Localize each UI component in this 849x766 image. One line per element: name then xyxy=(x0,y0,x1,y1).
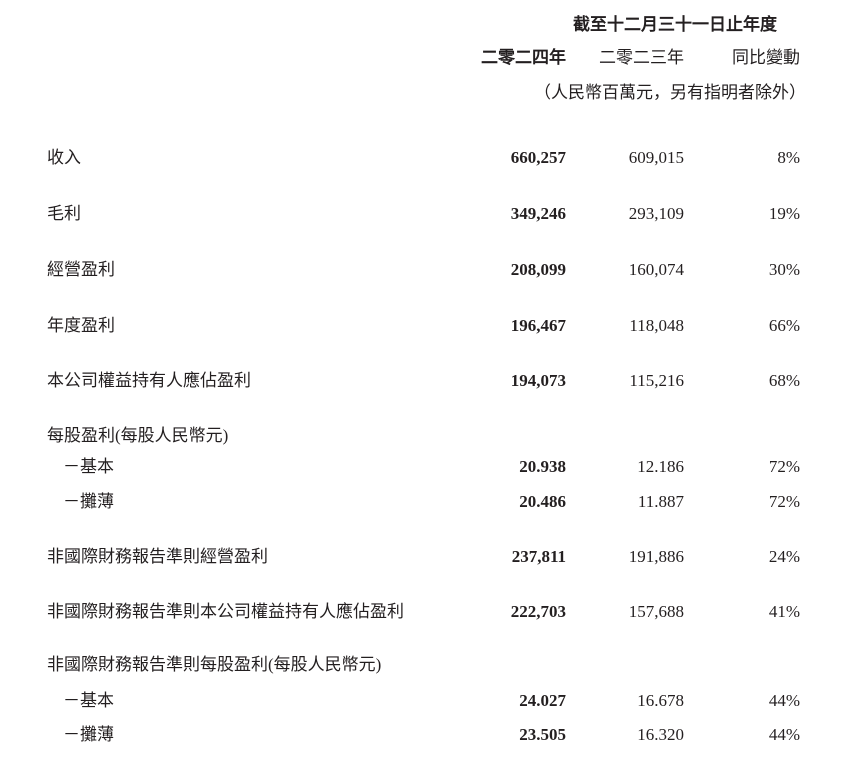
column-header-change: 同比變動 xyxy=(732,48,800,67)
unit-note: （人民幣百萬元，另有指明者除外） xyxy=(534,83,806,102)
row-label: －基本 xyxy=(63,691,114,710)
value-2023: 115,216 xyxy=(629,371,684,390)
column-header-2023: 二零二三年 xyxy=(599,48,684,67)
value-2024: 196,467 xyxy=(510,316,566,335)
value-2024: 20.938 xyxy=(519,457,566,476)
row-label: 非國際財務報告準則每股盈利(每股人民幣元) xyxy=(47,655,382,674)
row-label: 毛利 xyxy=(47,204,81,223)
yoy-change: 44% xyxy=(768,725,800,744)
row-label: －攤薄 xyxy=(63,492,114,511)
period-header: 截至十二月三十一日止年度 xyxy=(573,15,777,34)
value-2023: 118,048 xyxy=(629,316,684,335)
value-2023: 609,015 xyxy=(628,148,684,167)
value-2023: 16.320 xyxy=(637,725,684,744)
yoy-change: 8% xyxy=(777,148,800,167)
yoy-change: 72% xyxy=(768,457,800,476)
value-2023: 157,688 xyxy=(628,602,684,621)
row-label: －基本 xyxy=(63,457,114,476)
row-label: 非國際財務報告準則本公司權益持有人應佔盈利 xyxy=(47,602,404,621)
row-label: 經營盈利 xyxy=(47,260,115,279)
yoy-change: 30% xyxy=(768,260,800,279)
value-2023: 11.887 xyxy=(637,492,684,511)
value-2024: 660,257 xyxy=(510,148,566,167)
column-header-2024: 二零二四年 xyxy=(481,48,566,67)
row-label: －攤薄 xyxy=(63,725,114,744)
value-2024: 222,703 xyxy=(510,602,566,621)
value-2023: 12.186 xyxy=(637,457,684,476)
yoy-change: 24% xyxy=(768,547,800,566)
value-2024: 194,073 xyxy=(510,371,566,390)
value-2024: 237,811 xyxy=(511,547,566,566)
value-2023: 191,886 xyxy=(628,547,684,566)
yoy-change: 66% xyxy=(768,316,800,335)
row-label: 每股盈利(每股人民幣元) xyxy=(47,426,229,445)
row-label: 本公司權益持有人應佔盈利 xyxy=(47,371,251,390)
row-label: 非國際財務報告準則經營盈利 xyxy=(47,547,268,566)
value-2023: 160,074 xyxy=(628,260,684,279)
value-2024: 349,246 xyxy=(510,204,566,223)
value-2024: 24.027 xyxy=(519,691,566,710)
yoy-change: 41% xyxy=(768,602,800,621)
value-2024: 23.505 xyxy=(519,725,566,744)
row-label: 年度盈利 xyxy=(47,316,115,335)
yoy-change: 68% xyxy=(768,371,800,390)
value-2023: 16.678 xyxy=(637,691,684,710)
value-2023: 293,109 xyxy=(628,204,684,223)
row-label: 收入 xyxy=(47,148,81,167)
value-2024: 20.486 xyxy=(519,492,566,511)
yoy-change: 19% xyxy=(768,204,800,223)
yoy-change: 72% xyxy=(768,492,800,511)
yoy-change: 44% xyxy=(768,691,800,710)
value-2024: 208,099 xyxy=(510,260,566,279)
